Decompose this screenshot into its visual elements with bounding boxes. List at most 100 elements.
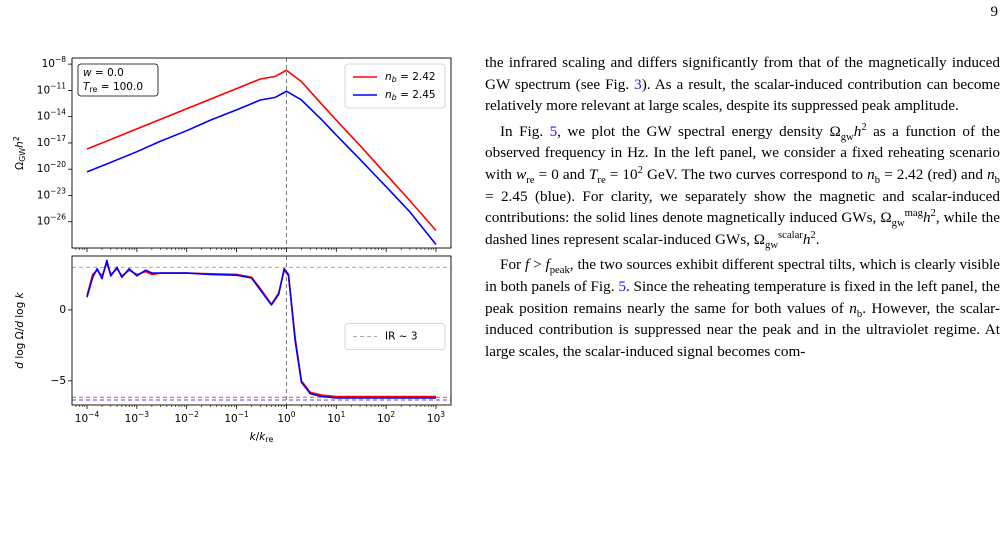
series-line — [86, 259, 436, 399]
text-fragment: 2 — [12, 136, 21, 141]
y-tick-label: 10−14 — [37, 108, 66, 123]
tick-base: 10 — [427, 413, 440, 425]
tick-exponent: 2 — [390, 410, 395, 419]
text-run: n — [987, 165, 995, 183]
text-run: f — [545, 256, 550, 274]
paragraph: For f > fpeak, the two sources exhibit d… — [485, 254, 1000, 362]
text-fragment: h — [14, 141, 26, 148]
text-run: , while the dashed lines represent scala… — [485, 209, 1001, 248]
text-run: Ω — [753, 230, 766, 248]
text-fragment: b — [392, 75, 397, 84]
y-tick-label: 10−20 — [37, 161, 66, 176]
tick-base: 10 — [327, 413, 340, 425]
text-run: scalar — [778, 229, 803, 241]
page-number: 9 — [990, 4, 999, 20]
text-run: T — [588, 165, 598, 183]
text-run: peak — [549, 265, 570, 277]
text-run: w — [516, 165, 527, 183]
text-fragment: T — [83, 81, 91, 93]
tick-exponent: −26 — [50, 213, 66, 222]
figure: 10−810−1110−1410−1710−2010−2310−26ΩGWh2w… — [12, 56, 452, 444]
paragraph: the infrared scaling and differs signifi… — [485, 52, 1000, 117]
text-run: , we plot the GW spectral energy density — [557, 122, 830, 140]
text-fragment: k — [250, 431, 257, 443]
tick-base: 10 — [37, 111, 50, 123]
text-run: For — [500, 256, 525, 274]
x-tick-label: 10−3 — [125, 410, 150, 425]
axes-frame — [71, 255, 452, 406]
text-run: . However, the scalar-induced contributi… — [485, 299, 1000, 360]
text-run: , the two sources exhibit different spec… — [485, 256, 1000, 295]
y-tick-label: 0 — [59, 304, 66, 316]
x-tick-label: 10−4 — [75, 410, 100, 425]
text-run: the infrared scaling and differs signifi… — [485, 54, 1000, 93]
text-run: as a function of the observed frequency … — [485, 122, 1000, 183]
tick-exponent: −20 — [50, 161, 66, 170]
plot-area — [72, 256, 451, 405]
tick-base: 10 — [277, 413, 290, 425]
x-tick-label: 103 — [427, 410, 445, 425]
tick-exponent: 1 — [341, 410, 346, 419]
tick-base: 10 — [42, 58, 55, 70]
text-fragment: = 2.45 — [397, 89, 436, 101]
series-line — [86, 69, 437, 232]
x-tick-label: 10−2 — [174, 410, 199, 425]
legend-label: IR ~ 3 — [385, 331, 418, 343]
tick-text: −5 — [51, 375, 66, 387]
tick-base: 10 — [75, 413, 88, 425]
text-fragment: Ω — [14, 162, 26, 170]
text-run: = 2.45 (blue). For clarity, we separatel… — [485, 187, 1000, 227]
figure-link[interactable]: 5 — [618, 277, 626, 295]
text-fragment: log Ω/ — [14, 327, 26, 362]
tick-base: 10 — [37, 84, 50, 96]
tick-exponent: −4 — [88, 410, 99, 419]
tick-exponent: −8 — [55, 56, 66, 65]
tick-exponent: 0 — [291, 410, 296, 419]
tick-base: 10 — [125, 413, 138, 425]
y-tick-label: 10−8 — [42, 56, 67, 71]
text-fragment: w — [83, 67, 92, 79]
text-fragment: = 2.42 — [397, 71, 436, 83]
series-line — [86, 90, 437, 246]
text-fragment: d — [14, 321, 26, 328]
panel: 10−810−1110−1410−1710−2010−2310−26ΩGWh2w… — [12, 56, 452, 252]
tick-exponent: −14 — [50, 108, 66, 117]
tick-exponent: 3 — [440, 410, 445, 419]
text-run: = 10 — [605, 165, 638, 183]
legend-label: nb = 2.42 — [385, 71, 436, 84]
text-fragment: n — [385, 89, 392, 101]
text-run: 2 — [861, 121, 867, 133]
tick-exponent: −11 — [50, 82, 66, 91]
text-fragment: = 0.0 — [92, 67, 124, 79]
text-run: h — [922, 209, 931, 227]
text-fragment: k — [14, 291, 26, 298]
text-fragment: log — [14, 298, 26, 321]
y-tick-label: 10−26 — [37, 213, 66, 228]
tick-base: 10 — [37, 216, 50, 228]
text-run: n — [867, 165, 875, 183]
text-run: In Fig. — [500, 122, 550, 140]
text-run: gw — [840, 131, 854, 143]
figure-link[interactable]: 5 — [549, 122, 558, 140]
text-run: 2 — [930, 208, 936, 220]
text-run: re — [526, 175, 535, 186]
figure-link[interactable]: 3 — [634, 75, 642, 93]
y-tick-label: 10−17 — [37, 134, 66, 149]
tick-base: 10 — [37, 163, 50, 175]
paragraph: In Fig. 5, we plot the GW spectral energ… — [485, 121, 1000, 251]
text-run: b — [874, 175, 881, 186]
x-tick-label: 102 — [377, 410, 395, 425]
annotation: w = 0.0 — [83, 67, 124, 79]
tick-exponent: −1 — [238, 410, 249, 419]
y-axis-label: d log Ω/d log k — [14, 291, 26, 368]
text-fragment: n — [385, 71, 392, 83]
tick-base: 10 — [224, 413, 237, 425]
text-run: GeV. The two curves correspond to — [642, 165, 868, 183]
tick-base: 10 — [37, 189, 50, 201]
text-run: . Since the reheating temperature is fix… — [485, 277, 1001, 317]
panel: 10−4 10−3 10−2 10−1 100 101 102 103−50d log Ω/d… — [14, 255, 452, 444]
legend-text: IR ~ 3 — [385, 331, 418, 343]
text-fragment: re — [89, 85, 97, 94]
text-run: > — [529, 256, 546, 274]
